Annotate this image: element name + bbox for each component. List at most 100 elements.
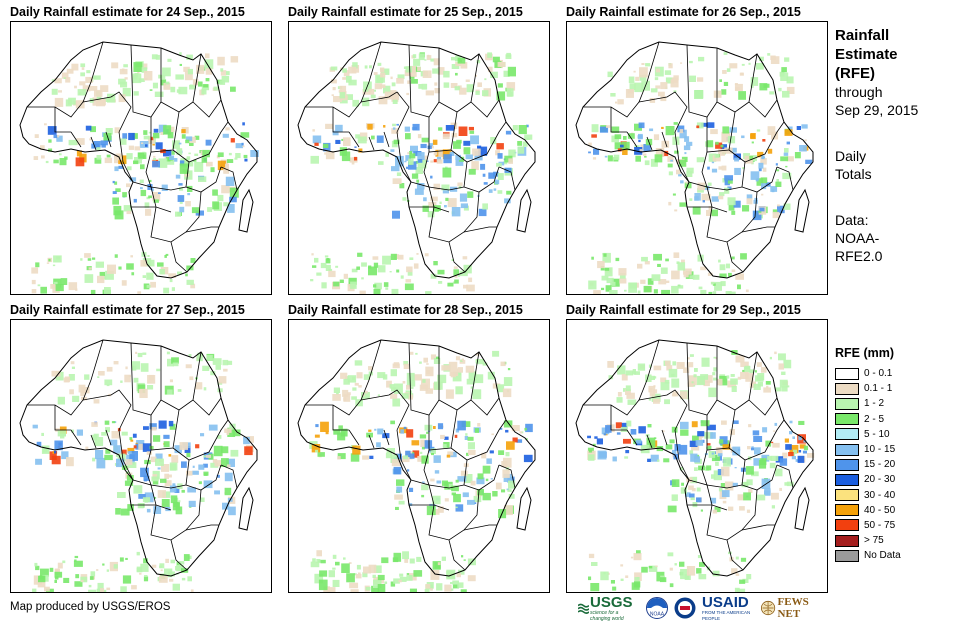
country-border — [741, 226, 775, 233]
usgs-logo: USGS science for a changing world — [578, 595, 640, 622]
side-info: Rainfall Estimate (RFE) through Sep 29, … — [835, 26, 965, 265]
country-border — [610, 405, 627, 431]
country-border — [348, 429, 390, 449]
country-border — [305, 41, 382, 118]
noaa-text: NOAA — [650, 612, 665, 618]
country-border — [706, 111, 736, 153]
country-border — [776, 464, 794, 489]
country-border — [130, 342, 162, 416]
panel-title: Daily Rainfall estimate for 25 Sep., 201… — [288, 5, 523, 19]
legend-label: 5 - 10 — [864, 428, 890, 440]
country-border — [674, 131, 690, 183]
data-source: RFE2.0 — [835, 248, 883, 264]
country-border — [726, 539, 744, 571]
usaid-tagline: FROM THE AMERICAN PEOPLE — [702, 609, 751, 621]
country-border — [626, 429, 668, 449]
madagascar-outline — [238, 486, 254, 531]
country-border — [638, 389, 688, 431]
legend-item: 15 - 20 — [835, 457, 960, 472]
country-border — [410, 479, 450, 511]
legend-label: 20 - 30 — [864, 474, 896, 486]
country-border — [748, 397, 778, 416]
legend-swatch — [835, 519, 859, 532]
country-border — [360, 91, 410, 133]
madagascar-outline — [516, 188, 532, 233]
country-border — [610, 107, 627, 133]
daily-label: Daily — [835, 148, 867, 164]
noaa-logo: NOAA — [646, 597, 669, 619]
country-border — [674, 429, 690, 481]
country-border — [428, 111, 458, 153]
legend-label: > 75 — [864, 535, 884, 547]
country-border — [396, 131, 412, 183]
legend-label: 0 - 0.1 — [864, 368, 893, 380]
country-border — [360, 389, 410, 431]
country-border — [170, 539, 188, 571]
country-border — [686, 342, 718, 416]
legend-swatch — [835, 428, 859, 441]
noaa-seal-icon: NOAA — [646, 597, 669, 619]
country-border — [448, 241, 466, 273]
country-border — [583, 339, 660, 416]
country-border — [82, 91, 132, 133]
legend-swatch — [835, 489, 859, 502]
usgs-tagline: science for a changing world — [590, 609, 624, 622]
country-border — [70, 131, 112, 151]
data-label: Data: — [835, 212, 869, 228]
country-border — [498, 464, 516, 489]
country-border — [706, 191, 758, 243]
fewsnet-wordmark: FEWS NET — [777, 596, 809, 620]
madagascar-outline — [794, 188, 810, 233]
country-border — [150, 489, 202, 541]
country-border — [305, 339, 382, 416]
spacer — [835, 183, 965, 211]
country-border — [638, 91, 688, 133]
country-border — [463, 524, 497, 531]
legend-item: 10 - 15 — [835, 442, 960, 457]
legend-label: 30 - 40 — [864, 489, 896, 501]
country-border — [192, 99, 222, 118]
legend-swatch — [835, 458, 859, 471]
country-border — [748, 99, 778, 118]
country-border — [470, 397, 500, 416]
rainfall-map — [288, 21, 550, 295]
country-border — [27, 339, 104, 416]
country-border — [220, 166, 238, 191]
country-border — [348, 131, 390, 151]
credit-text: Map produced by USGS/EROS — [10, 601, 171, 613]
usaid-seal — [674, 597, 696, 619]
side-title-line: Rainfall — [835, 27, 890, 44]
country-border — [82, 389, 132, 431]
legend-label: 40 - 50 — [864, 504, 896, 516]
legend-swatch — [835, 534, 859, 547]
country-border — [70, 429, 112, 449]
country-border — [706, 409, 736, 451]
rainfall-cells — [31, 52, 259, 294]
panel-title: Daily Rainfall estimate for 28 Sep., 201… — [288, 303, 523, 317]
legend-title: RFE (mm) — [835, 346, 895, 360]
country-border — [332, 107, 349, 133]
legend-label: No Data — [864, 550, 901, 562]
country-border — [332, 405, 349, 431]
country-border — [54, 107, 71, 133]
country-border — [450, 419, 507, 461]
country-border — [132, 479, 172, 511]
rainfall-map — [566, 319, 828, 593]
usaid-logo: USAID FROM THE AMERICAN PEOPLE — [702, 595, 755, 622]
country-border — [728, 121, 785, 163]
rainfall-map — [10, 319, 272, 593]
side-title-line: Estimate — [835, 46, 898, 63]
legend-label: 2 - 5 — [864, 413, 885, 425]
rainfall-map — [10, 21, 272, 295]
africa-map — [567, 320, 827, 592]
country-border — [726, 241, 744, 273]
country-border — [498, 166, 516, 191]
panel-title: Daily Rainfall estimate for 26 Sep., 201… — [566, 5, 801, 19]
legend-label: 0.1 - 1 — [864, 383, 893, 395]
panel-title: Daily Rainfall estimate for 27 Sep., 201… — [10, 303, 245, 317]
legend-label: 10 - 15 — [864, 444, 896, 456]
country-border — [408, 44, 440, 118]
country-border — [220, 464, 238, 489]
rainfall-map — [288, 319, 550, 593]
country-border — [450, 121, 507, 163]
